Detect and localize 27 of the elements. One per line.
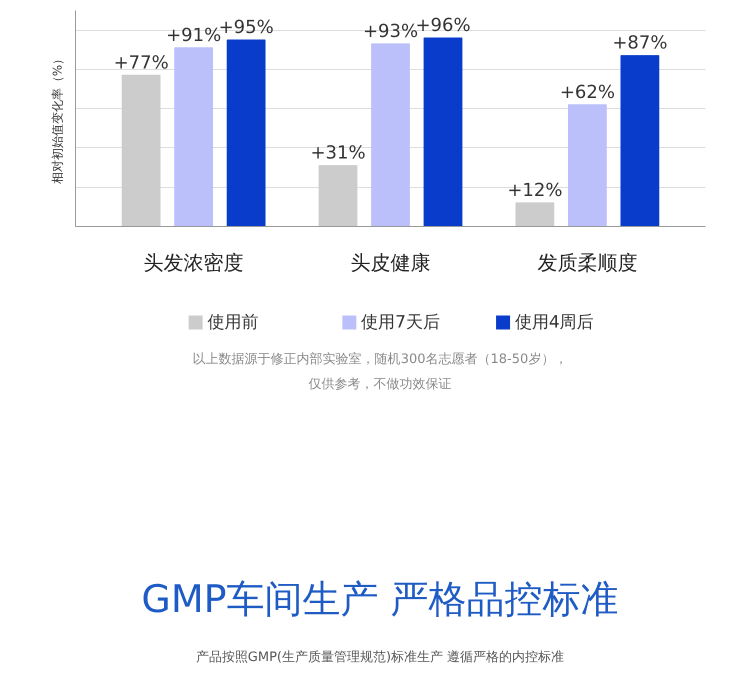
text: 以上数据源于修正内部实验室，随机300名志愿者（18-50岁）， <box>192 352 568 368</box>
data-label: +12% <box>507 180 562 201</box>
data-label: +77% <box>114 52 169 74</box>
data-label: +87% <box>612 32 668 54</box>
x-tick-label: 头发浓密度 <box>144 250 244 274</box>
bar <box>122 74 161 226</box>
text: 产品按照GMP(生产质量管理规范)标准生产 遵循严格的内控标准 <box>196 650 564 666</box>
bar <box>318 165 358 226</box>
legend-label: 使用前 <box>207 312 258 332</box>
bar <box>515 202 554 226</box>
data-label: +91% <box>166 24 222 46</box>
legend-label: 使用7天后 <box>361 312 440 332</box>
data-label: +62% <box>560 82 615 103</box>
data-label: +31% <box>310 142 366 164</box>
x-tick-label: 发质柔顺度 <box>537 250 638 274</box>
bar <box>174 47 214 226</box>
bar <box>568 104 607 226</box>
text: GMP车间生产 严格品控标准 <box>141 577 619 623</box>
bar <box>424 37 462 226</box>
bar <box>371 43 410 226</box>
legend-label: 使用4周后 <box>514 312 594 332</box>
text: 仅供参考，不做功效保证 <box>308 377 452 393</box>
x-tick-label: 头皮健康 <box>350 250 430 274</box>
y-axis-title: 相对初始值变化率（%） <box>50 52 64 184</box>
bar <box>226 39 266 226</box>
bar <box>620 55 660 226</box>
data-label: +93% <box>362 20 418 42</box>
